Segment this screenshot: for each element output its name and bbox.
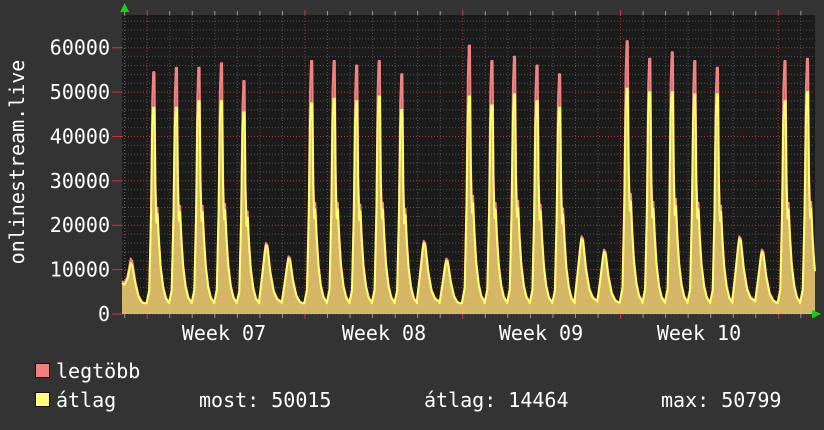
svg-text:30000: 30000 xyxy=(50,169,110,193)
svg-text:Week 08: Week 08 xyxy=(342,321,426,345)
svg-text:10000: 10000 xyxy=(50,258,110,282)
atlag-label: átlag xyxy=(56,388,117,412)
atlag-swatch xyxy=(35,392,50,407)
axis-ticks xyxy=(112,10,802,319)
svg-text:Week 09: Week 09 xyxy=(499,321,583,345)
y-axis-labels: 0 10000 20000 30000 40000 50000 60000 xyxy=(50,36,110,326)
x-axis-labels: Week 07 Week 08 Week 09 Week 10 xyxy=(182,321,741,345)
svg-text:Week 10: Week 10 xyxy=(657,321,741,345)
svg-text:40000: 40000 xyxy=(50,124,110,148)
svg-text:20000: 20000 xyxy=(50,213,110,237)
up-arrow-icon xyxy=(120,3,130,12)
series-atlag-area xyxy=(122,88,815,314)
series-atlag-line xyxy=(121,87,816,305)
major-grid xyxy=(122,15,815,314)
svg-text:60000: 60000 xyxy=(50,36,110,60)
svg-text:0: 0 xyxy=(98,302,110,326)
stat-most: most: 50015 xyxy=(199,388,332,412)
stat-max: max: 50799 xyxy=(661,388,782,412)
minor-grid xyxy=(122,15,815,314)
stat-atlag: átlag: 14464 xyxy=(424,388,569,412)
right-arrow-icon xyxy=(812,309,821,319)
svg-text:50000: 50000 xyxy=(50,80,110,104)
svg-text:Week 07: Week 07 xyxy=(182,321,266,345)
legtobb-swatch xyxy=(35,363,50,378)
legtobb-label: legtöbb xyxy=(56,359,141,383)
